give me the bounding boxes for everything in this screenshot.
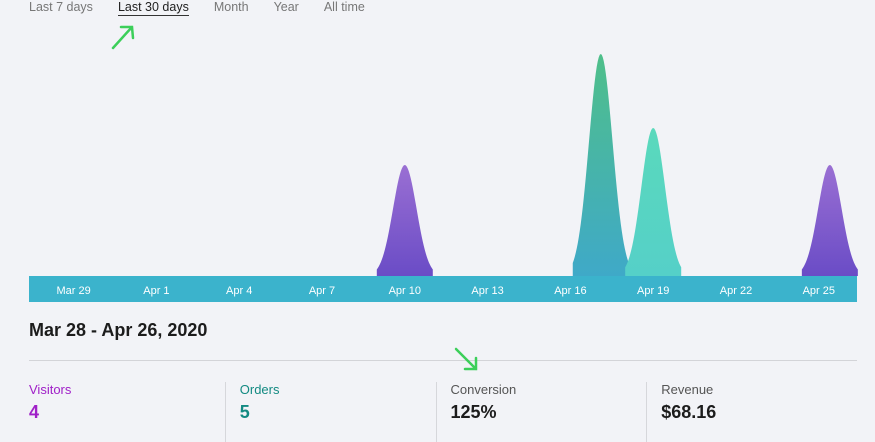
tab-last-7-days[interactable]: Last 7 days [29, 0, 93, 14]
x-tick-label: Apr 25 [803, 285, 835, 297]
date-range-title: Mar 28 - Apr 26, 2020 [29, 320, 208, 340]
annotation-arrow-icon [111, 25, 135, 50]
stat-value: 5 [239, 402, 250, 422]
annotation-arrow-icon [454, 347, 478, 371]
x-tick-label: Mar 29 [56, 285, 90, 297]
stat-revenue[interactable]: Revenue $68.16 [646, 382, 857, 442]
x-axis-band [29, 276, 857, 302]
peak-orders [625, 128, 682, 276]
x-tick-label: Apr 16 [554, 285, 586, 297]
stat-label: Visitors [29, 382, 72, 397]
date-range-tabs: Last 7 days Last 30 days Month Year All … [29, 0, 390, 16]
stat-conversion[interactable]: Conversion 125% [435, 382, 647, 442]
peak-orders [572, 54, 629, 276]
x-tick-label: Apr 7 [309, 285, 335, 297]
x-tick-label: Apr 4 [226, 285, 252, 297]
stat-value: 4 [29, 402, 40, 422]
x-tick-label: Apr 22 [720, 285, 752, 297]
tab-last-30-days[interactable]: Last 30 days [117, 0, 189, 16]
stat-value: $68.16 [661, 402, 717, 422]
stat-value: 125% [450, 402, 497, 422]
stat-label: Orders [239, 382, 280, 397]
stat-orders[interactable]: Orders 5 [224, 382, 436, 442]
x-tick-label: Apr 10 [389, 285, 421, 297]
stats-row: Visitors 4 Orders 5 Conversion 125% Reve… [29, 382, 857, 442]
peak-visitors [376, 165, 433, 276]
x-tick-label: Apr 13 [471, 285, 503, 297]
activity-chart: Mar 29 Apr 1 Apr 4 Apr 7 Apr 10 Apr 13 Apr 16 A… [29, 25, 858, 302]
stat-label: Revenue [661, 382, 714, 397]
tab-month[interactable]: Month [213, 0, 249, 14]
peak-visitors [801, 165, 858, 276]
tab-all-time[interactable]: All time [323, 0, 365, 14]
stat-label: Conversion [450, 382, 517, 397]
divider [29, 360, 857, 361]
x-tick-label: Apr 1 [143, 285, 169, 297]
tab-year[interactable]: Year [273, 0, 299, 14]
x-tick-label: Apr 19 [637, 285, 669, 297]
stat-visitors[interactable]: Visitors 4 [29, 382, 225, 442]
